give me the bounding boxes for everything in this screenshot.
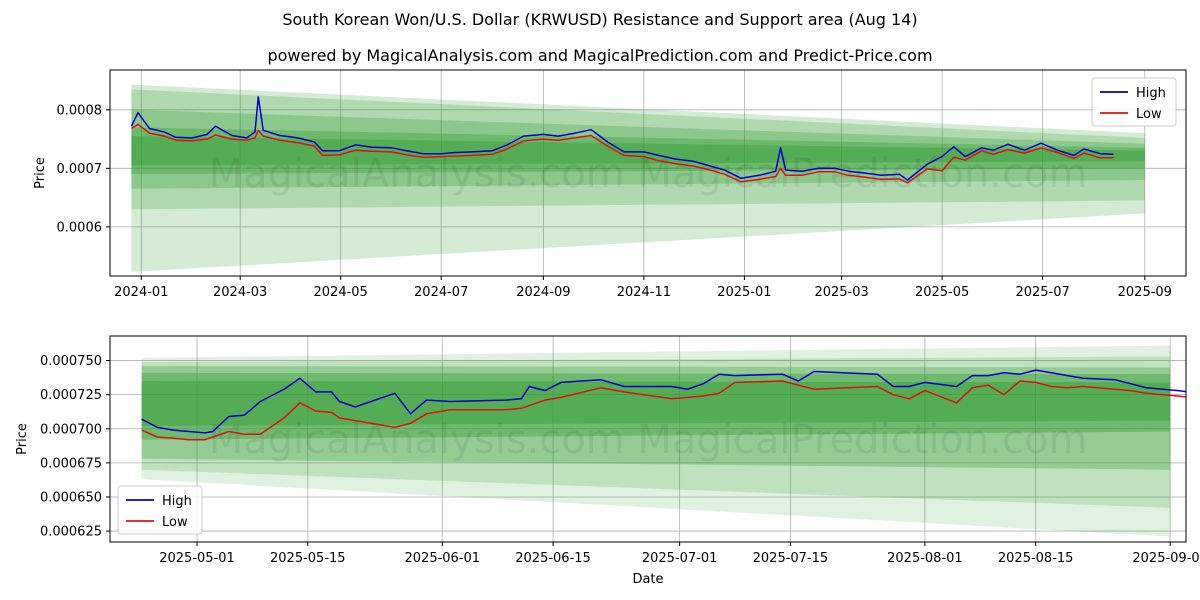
y-axis: 0.0006 0.0007 0.0008: [57, 103, 110, 235]
legend: High Low: [117, 485, 203, 535]
x-tick-label: 2025-09-01: [1132, 551, 1200, 566]
axes-frame: [109, 69, 1187, 277]
legend-label-high: High: [1136, 86, 1166, 101]
series-lines: [141, 369, 1186, 441]
y-tick-label: 0.000650: [40, 490, 102, 505]
band: [131, 109, 1145, 189]
legend-label-low: Low: [1136, 107, 1162, 122]
x-tick-label: 2024-03: [213, 285, 267, 300]
x-tick-label: 2025-01: [717, 285, 771, 300]
y-tick-label: 0.0008: [57, 103, 103, 118]
x-tick-label: 2025-06-15: [515, 551, 591, 566]
y-tick-label: 0.000625: [40, 525, 102, 540]
x-tick-label: 2024-01: [114, 285, 168, 300]
y-tick-label: 0.000725: [40, 388, 102, 403]
series-line-low: [141, 380, 1186, 441]
legend-box: [1091, 77, 1177, 127]
band: [141, 366, 1171, 470]
x-tick-label: 2025-05-01: [159, 551, 235, 566]
x-tick-label: 2024-05: [314, 285, 368, 300]
y-axis-label: Price: [15, 423, 30, 455]
watermark: MagicalAnalysis.com MagicalPrediction.co…: [209, 151, 1088, 197]
axes-frame: [109, 335, 1187, 543]
band: [131, 136, 1145, 166]
y-tick-label: 0.000675: [40, 456, 102, 471]
series-line-high: [141, 369, 1186, 434]
series-line-high: [130, 96, 1114, 181]
legend-box: [117, 485, 203, 535]
legend-label-low: Low: [162, 515, 188, 530]
legend-label-high: High: [162, 494, 192, 509]
band: [141, 356, 1171, 508]
x-tick-label: 2025-05-15: [270, 551, 346, 566]
x-tick-label: 2024-11: [617, 285, 671, 300]
x-tick-label: 2025-07-01: [642, 551, 718, 566]
x-tick-label: 2025-05: [915, 285, 969, 300]
y-tick-label: 0.000700: [40, 422, 102, 437]
y-tick-label: 0.000750: [40, 354, 102, 369]
x-axis: 2024-01 2024-03 2024-05 2024-07 2024-09 2024-…: [114, 276, 1172, 300]
x-axis: 2025-05-01 2025-05-15 2025-06-01 2025-06-15…: [159, 542, 1200, 566]
y-axis: 0.000625 0.000650 0.000675 0.000700 0.000725…: [40, 354, 110, 540]
band: [141, 381, 1171, 427]
series-line-low: [131, 123, 1114, 184]
x-tick-label: 2024-07: [414, 285, 468, 300]
y-tick-label: 0.0006: [57, 220, 103, 235]
bottom-chart: MagicalAnalysis.com MagicalPrediction.co…: [15, 335, 1200, 587]
support-resistance-bands: [141, 345, 1171, 537]
x-axis-label: Date: [632, 572, 663, 587]
x-tick-label: 2025-08-01: [887, 551, 963, 566]
band: [131, 84, 1145, 272]
x-tick-label: 2025-07: [1015, 285, 1069, 300]
y-tick-label: 0.0007: [57, 162, 103, 177]
top-chart: MagicalAnalysis.com MagicalPrediction.co…: [33, 69, 1187, 300]
series-lines: [130, 96, 1114, 184]
x-tick-label: 2025-06-01: [405, 551, 481, 566]
x-tick-label: 2024-09: [516, 285, 570, 300]
chart-title: South Korean Won/U.S. Dollar (KRWUSD) Re…: [282, 10, 918, 29]
x-tick-label: 2025-07-15: [753, 551, 829, 566]
x-tick-label: 2025-03: [814, 285, 868, 300]
x-tick-label: 2025-09: [1118, 285, 1172, 300]
band: [141, 345, 1171, 537]
y-axis-label: Price: [33, 157, 48, 189]
legend: High Low: [1091, 77, 1177, 127]
watermark: MagicalAnalysis.com MagicalPrediction.co…: [209, 417, 1088, 463]
x-tick-label: 2025-08-15: [998, 551, 1074, 566]
chart-subtitle: powered by MagicalAnalysis.com and Magic…: [267, 46, 933, 65]
band: [141, 372, 1171, 440]
band: [131, 127, 1145, 175]
